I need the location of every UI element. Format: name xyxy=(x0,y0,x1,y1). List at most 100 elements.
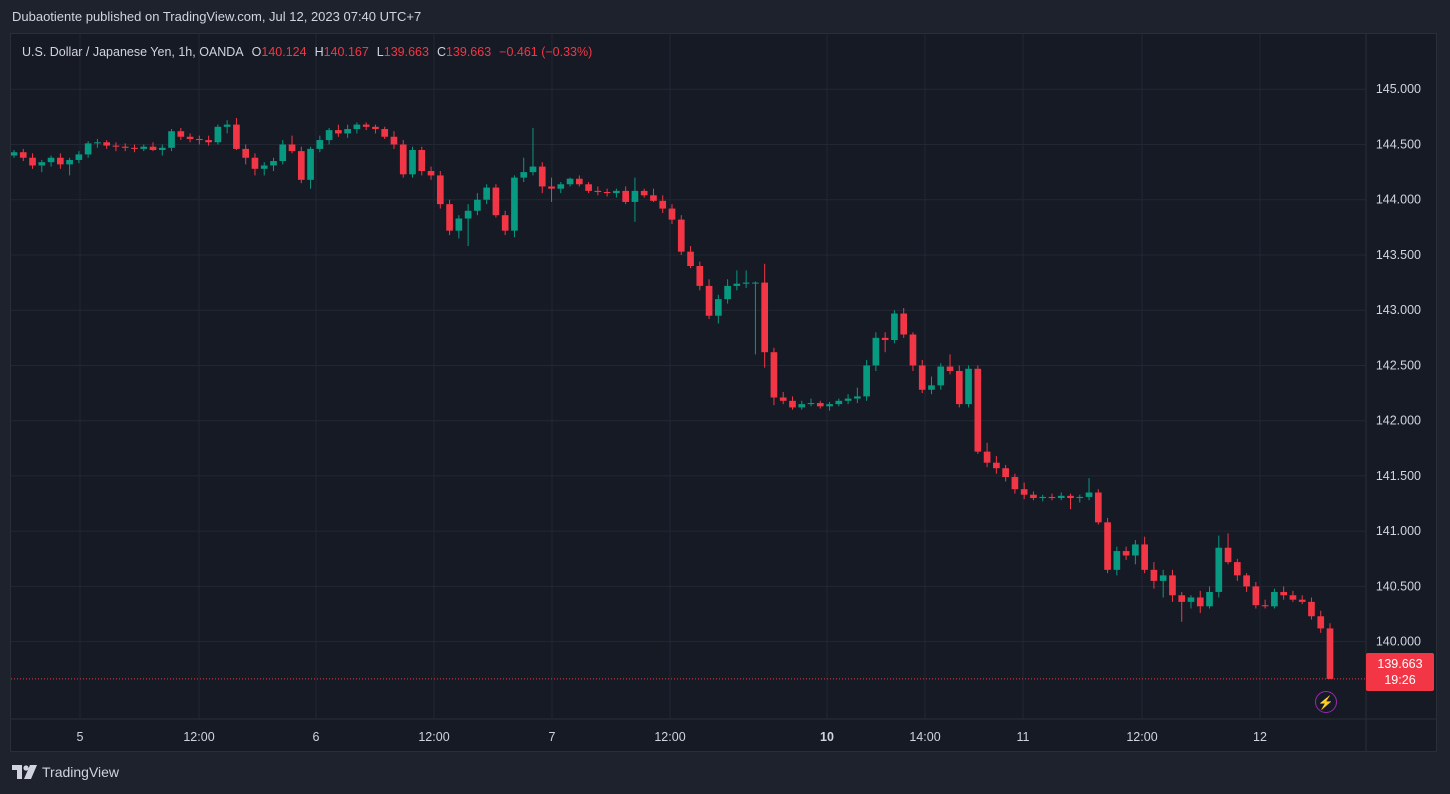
candle-body xyxy=(186,136,194,139)
candle-body xyxy=(520,172,528,178)
candle-body xyxy=(84,143,92,155)
candle-body xyxy=(724,285,731,300)
x-tick-label: 6 xyxy=(313,730,320,744)
candle-body xyxy=(251,157,259,169)
candle-body xyxy=(223,124,231,127)
candle-body xyxy=(640,190,648,196)
y-tick-label: 141.500 xyxy=(1376,469,1421,483)
candle-body xyxy=(835,400,843,405)
candle-body xyxy=(863,365,870,397)
candle-body xyxy=(121,146,129,148)
close-value: 139.663 xyxy=(445,45,492,59)
candle-body xyxy=(826,404,833,407)
y-tick-label: 143.500 xyxy=(1376,248,1421,262)
candle-body xyxy=(854,396,861,399)
candle-body xyxy=(464,210,472,219)
y-tick-label: 140.500 xyxy=(1376,579,1421,593)
y-tick-label: 145.000 xyxy=(1376,82,1421,96)
close-label: C xyxy=(436,45,446,59)
low-label: L xyxy=(376,45,384,59)
candle-body xyxy=(362,124,370,127)
x-tick-label: 5 xyxy=(77,730,84,744)
candle-body xyxy=(149,146,157,151)
candle-body xyxy=(974,368,982,452)
symbol-legend: U.S. Dollar / Japanese Yen, 1h, OANDA O … xyxy=(22,45,592,59)
candle-body xyxy=(538,166,546,187)
candle-body xyxy=(436,175,444,205)
y-tick-label: 144.000 xyxy=(1376,193,1421,207)
candle-body xyxy=(483,187,490,200)
candle-body xyxy=(807,403,815,405)
candle-body xyxy=(390,136,398,145)
open-value: 140.124 xyxy=(261,45,307,59)
candle-body xyxy=(1261,605,1269,607)
candle-body xyxy=(715,299,722,316)
candle-body xyxy=(946,366,954,371)
candle-body xyxy=(455,218,463,231)
candle-body xyxy=(1076,496,1084,499)
candle-body xyxy=(344,129,351,134)
candle-body xyxy=(900,313,908,335)
bar-countdown: 19:26 xyxy=(1384,673,1416,687)
y-tick-label: 142.000 xyxy=(1376,414,1421,428)
candlestick-chart[interactable]: 145.000 144.500 144.000 143.500 143.000 142.5… xyxy=(11,34,1436,751)
y-tick-label: 144.500 xyxy=(1376,137,1421,151)
candle-body xyxy=(1289,595,1297,600)
candle-body xyxy=(325,130,333,141)
lightning-icon[interactable]: ⚡ xyxy=(1315,691,1337,713)
brand-name: TradingView xyxy=(42,764,120,780)
candle-body xyxy=(288,144,296,152)
candle-body xyxy=(1178,595,1186,602)
candle-body xyxy=(66,159,73,165)
candle-body xyxy=(752,282,759,284)
candle-body xyxy=(613,190,620,194)
x-tick-label: 12:00 xyxy=(183,730,214,744)
chart-panel[interactable]: 145.000 144.500 144.000 143.500 143.000 142.5… xyxy=(10,33,1437,752)
candle-body xyxy=(844,398,852,401)
candle-body xyxy=(316,140,324,149)
candle-body xyxy=(1094,492,1102,523)
symbol-title[interactable]: U.S. Dollar / Japanese Yen, 1h, OANDA xyxy=(22,45,244,59)
candle-body xyxy=(733,283,741,286)
y-tick-label: 140.000 xyxy=(1376,635,1421,649)
change-value: −0.461 (−0.33%) xyxy=(499,45,593,59)
candle-body xyxy=(196,138,203,141)
candle-body xyxy=(566,178,574,185)
tradingview-logo[interactable]: TradingView xyxy=(12,764,119,780)
candle-body xyxy=(1011,477,1019,490)
candle-body xyxy=(158,147,166,151)
candle-body xyxy=(177,131,185,137)
candle-body xyxy=(575,178,583,185)
candle-body xyxy=(1020,489,1028,495)
low-value: 139.663 xyxy=(383,45,429,59)
candle-body xyxy=(1132,544,1139,556)
candle-body xyxy=(705,285,713,316)
candle-body xyxy=(1215,547,1223,592)
candle-body xyxy=(983,451,991,463)
last-price-value: 139.663 xyxy=(1377,657,1423,671)
candle-body xyxy=(19,152,27,158)
candle-body xyxy=(1233,562,1241,576)
candle-body xyxy=(1030,494,1037,499)
candle-body xyxy=(353,124,361,130)
candle-body xyxy=(955,370,963,405)
candle-body xyxy=(75,154,83,160)
candle-body xyxy=(677,219,685,252)
candle-body xyxy=(1271,591,1278,607)
candle-body xyxy=(492,187,500,216)
candle-body xyxy=(94,142,101,144)
y-tick-label: 143.000 xyxy=(1376,303,1421,317)
x-tick-label: 11 xyxy=(1017,730,1030,744)
candle-body xyxy=(511,177,518,231)
candle-body xyxy=(399,144,407,175)
candle-body xyxy=(891,313,898,341)
candle-body xyxy=(297,151,305,180)
candle-body xyxy=(1326,628,1334,679)
candle-body xyxy=(501,215,509,231)
candle-body xyxy=(335,130,342,134)
candle-body xyxy=(1196,597,1204,607)
candle-body xyxy=(1308,601,1315,617)
candle-body xyxy=(1122,551,1130,556)
candle-body xyxy=(11,152,18,156)
candle-body xyxy=(779,397,787,401)
